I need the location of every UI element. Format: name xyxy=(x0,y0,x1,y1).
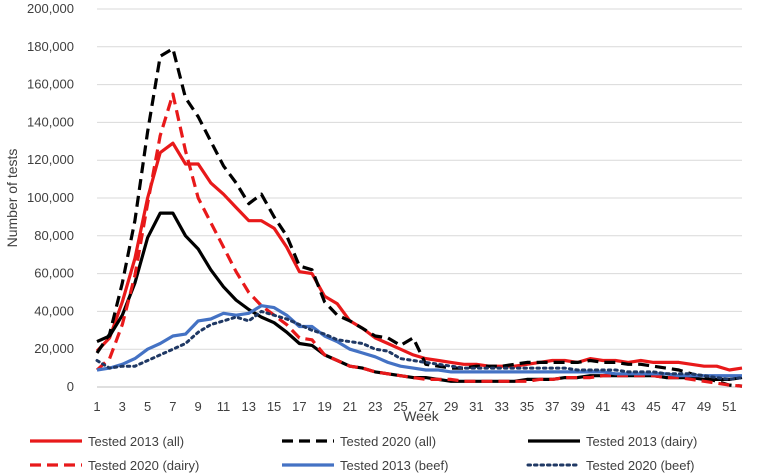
x-axis-title: Week xyxy=(403,408,440,424)
legend-label-6: Tested 2020 (beef) xyxy=(586,458,694,473)
y-tick-label: 60,000 xyxy=(34,266,74,281)
x-tick-label: 13 xyxy=(242,399,256,414)
legend-label-2: Tested 2020 (all) xyxy=(340,434,436,449)
x-tick-label: 7 xyxy=(169,399,176,414)
series-line-1 xyxy=(95,141,743,372)
x-tick-label: 45 xyxy=(646,399,660,414)
x-tick-label: 15 xyxy=(267,399,281,414)
y-tick-label: 0 xyxy=(67,379,74,394)
gridlines xyxy=(97,8,742,388)
x-tick-label: 43 xyxy=(621,399,635,414)
x-tick-label: 31 xyxy=(469,399,483,414)
legend-label-3: Tested 2013 (dairy) xyxy=(586,434,697,449)
series-lines xyxy=(95,47,744,388)
series-line-6 xyxy=(95,309,744,381)
x-tick-label: 1 xyxy=(93,399,100,414)
x-tick-label: 33 xyxy=(494,399,508,414)
legend: Tested 2013 (all) Tested 2020 (all) Tested… xyxy=(30,434,697,473)
series-line-5 xyxy=(96,304,742,378)
x-tick-label: 5 xyxy=(144,399,151,414)
y-tick-label: 200,000 xyxy=(27,1,74,16)
legend-label-5: Tested 2013 (beef) xyxy=(340,458,448,473)
x-axis-ticks: 1 3 5 7 9 11 13 15 17 19 21 23 25 27 29 31 33 35 37 39 41 43 4… xyxy=(93,399,736,414)
y-tick-label: 120,000 xyxy=(27,152,74,167)
y-axis-title: Number of tests xyxy=(4,149,20,248)
y-tick-label: 40,000 xyxy=(34,303,74,318)
x-tick-label: 39 xyxy=(570,399,584,414)
x-tick-label: 49 xyxy=(697,399,711,414)
y-tick-label: 140,000 xyxy=(27,114,74,129)
x-tick-label: 29 xyxy=(444,399,458,414)
x-tick-label: 23 xyxy=(368,399,382,414)
x-tick-label: 25 xyxy=(393,399,407,414)
y-tick-label: 180,000 xyxy=(27,39,74,54)
series-line-4 xyxy=(95,92,743,388)
x-tick-label: 47 xyxy=(672,399,686,414)
x-tick-label: 21 xyxy=(343,399,357,414)
x-tick-label: 27 xyxy=(419,399,433,414)
y-axis-ticks: 0 20,000 40,000 60,000 80,000 100,000 120,000 1… xyxy=(27,1,74,394)
x-tick-label: 9 xyxy=(195,399,202,414)
y-tick-label: 100,000 xyxy=(27,190,74,205)
x-tick-label: 19 xyxy=(317,399,331,414)
y-tick-label: 160,000 xyxy=(27,77,74,92)
x-tick-label: 35 xyxy=(520,399,534,414)
x-tick-label: 3 xyxy=(119,399,126,414)
x-tick-label: 41 xyxy=(596,399,610,414)
x-tick-label: 17 xyxy=(292,399,306,414)
x-tick-label: 37 xyxy=(545,399,559,414)
x-tick-label: 11 xyxy=(217,399,231,414)
series-line-2 xyxy=(95,47,743,388)
y-tick-label: 80,000 xyxy=(34,228,74,243)
x-tick-label: 51 xyxy=(722,399,736,414)
legend-label-4: Tested 2020 (dairy) xyxy=(88,458,199,473)
legend-label-1: Tested 2013 (all) xyxy=(88,434,184,449)
y-tick-label: 20,000 xyxy=(34,341,74,356)
